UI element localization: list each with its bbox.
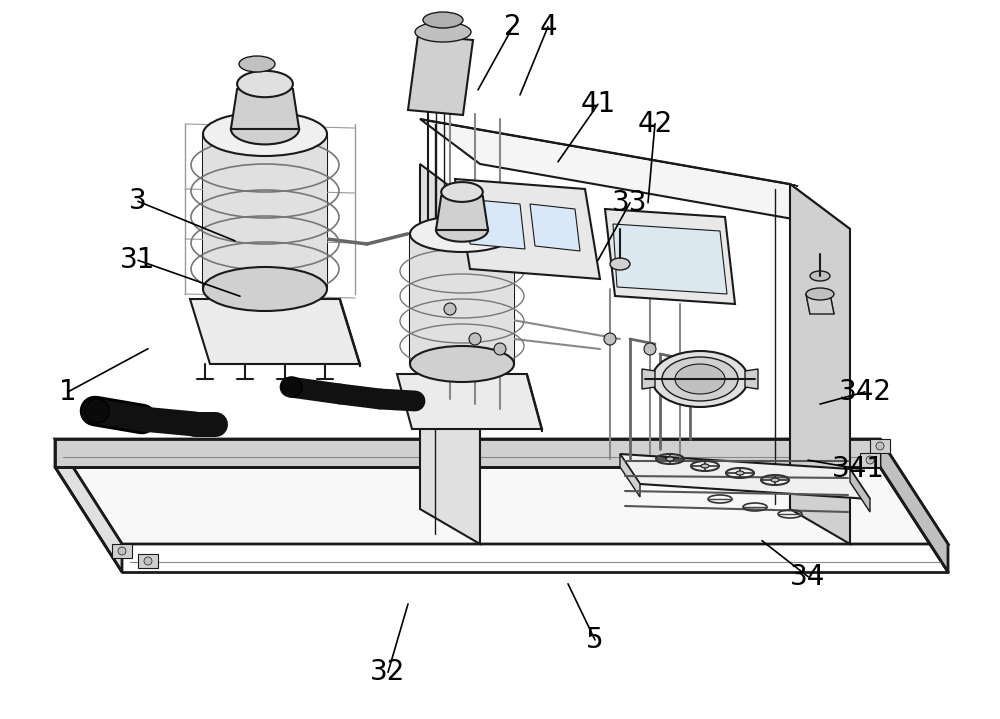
Ellipse shape bbox=[675, 364, 725, 394]
Text: 41: 41 bbox=[580, 91, 616, 118]
Polygon shape bbox=[806, 294, 834, 314]
Ellipse shape bbox=[415, 22, 471, 42]
Ellipse shape bbox=[736, 471, 744, 475]
Polygon shape bbox=[420, 119, 798, 186]
Text: 31: 31 bbox=[120, 247, 156, 274]
Ellipse shape bbox=[866, 456, 874, 464]
Polygon shape bbox=[870, 439, 890, 453]
Polygon shape bbox=[455, 179, 600, 279]
Ellipse shape bbox=[666, 457, 674, 461]
Ellipse shape bbox=[662, 357, 738, 401]
Polygon shape bbox=[410, 234, 514, 364]
Polygon shape bbox=[138, 554, 158, 568]
Ellipse shape bbox=[810, 271, 830, 281]
Ellipse shape bbox=[806, 288, 834, 300]
Ellipse shape bbox=[203, 267, 327, 311]
Text: 342: 342 bbox=[838, 378, 892, 406]
Polygon shape bbox=[613, 224, 727, 294]
Text: 42: 42 bbox=[637, 110, 673, 137]
Polygon shape bbox=[340, 299, 360, 367]
Ellipse shape bbox=[239, 56, 275, 72]
Polygon shape bbox=[436, 196, 488, 230]
Polygon shape bbox=[55, 439, 948, 544]
Ellipse shape bbox=[701, 464, 709, 468]
Polygon shape bbox=[620, 454, 870, 499]
Polygon shape bbox=[231, 89, 299, 129]
Polygon shape bbox=[880, 439, 948, 572]
Polygon shape bbox=[397, 374, 542, 429]
Ellipse shape bbox=[444, 303, 456, 315]
Text: 33: 33 bbox=[612, 189, 648, 216]
Ellipse shape bbox=[203, 112, 327, 156]
Polygon shape bbox=[745, 369, 758, 389]
Polygon shape bbox=[790, 184, 850, 544]
Polygon shape bbox=[190, 299, 360, 364]
Text: 3: 3 bbox=[129, 188, 147, 215]
Polygon shape bbox=[420, 164, 480, 544]
Ellipse shape bbox=[237, 70, 293, 97]
Text: 2: 2 bbox=[504, 13, 522, 40]
Ellipse shape bbox=[469, 333, 481, 345]
Ellipse shape bbox=[118, 547, 126, 555]
Ellipse shape bbox=[85, 399, 109, 423]
Ellipse shape bbox=[610, 258, 630, 270]
Polygon shape bbox=[55, 439, 122, 572]
Ellipse shape bbox=[441, 182, 483, 202]
Text: 4: 4 bbox=[539, 13, 557, 40]
Polygon shape bbox=[55, 439, 880, 467]
Polygon shape bbox=[465, 199, 525, 249]
Polygon shape bbox=[605, 209, 735, 304]
Text: 1: 1 bbox=[59, 378, 77, 406]
Ellipse shape bbox=[436, 219, 488, 242]
Ellipse shape bbox=[771, 478, 779, 482]
Text: 34: 34 bbox=[790, 563, 826, 590]
Polygon shape bbox=[420, 119, 850, 229]
Ellipse shape bbox=[282, 377, 302, 397]
Ellipse shape bbox=[652, 351, 748, 407]
Polygon shape bbox=[620, 454, 640, 497]
Ellipse shape bbox=[423, 12, 463, 28]
Ellipse shape bbox=[604, 333, 616, 345]
Polygon shape bbox=[850, 469, 870, 512]
Ellipse shape bbox=[876, 442, 884, 450]
Polygon shape bbox=[112, 544, 132, 558]
Polygon shape bbox=[527, 374, 542, 432]
Ellipse shape bbox=[144, 557, 152, 565]
Ellipse shape bbox=[410, 346, 514, 382]
Polygon shape bbox=[642, 369, 655, 389]
Text: 5: 5 bbox=[586, 626, 604, 654]
Text: 341: 341 bbox=[832, 455, 885, 482]
Polygon shape bbox=[530, 204, 580, 251]
Polygon shape bbox=[203, 134, 327, 289]
Ellipse shape bbox=[494, 343, 506, 355]
Ellipse shape bbox=[644, 343, 656, 355]
Polygon shape bbox=[860, 453, 880, 467]
Text: 32: 32 bbox=[370, 659, 406, 686]
Ellipse shape bbox=[410, 216, 514, 252]
Polygon shape bbox=[408, 35, 473, 115]
Ellipse shape bbox=[231, 114, 299, 145]
